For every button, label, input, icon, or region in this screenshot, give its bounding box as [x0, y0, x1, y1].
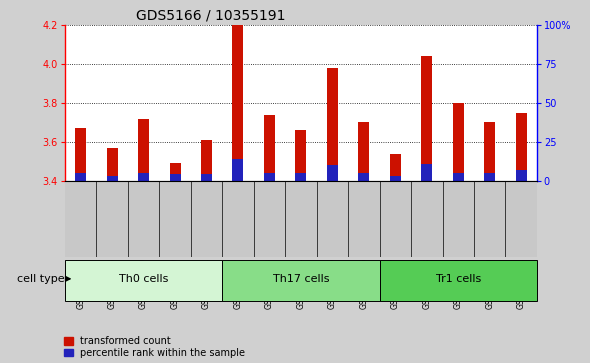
Bar [421, 57, 432, 181]
Bar [296, 130, 306, 181]
Bar [169, 163, 181, 181]
Bar [107, 148, 117, 181]
FancyBboxPatch shape [222, 261, 379, 301]
Legend: transformed count, percentile rank within the sample: transformed count, percentile rank withi… [64, 336, 245, 358]
Bar [484, 173, 495, 181]
Text: Th0 cells: Th0 cells [119, 274, 168, 284]
Bar [107, 176, 117, 181]
Bar [390, 176, 401, 181]
Bar [75, 173, 86, 181]
Bar [264, 115, 275, 181]
Text: cell type: cell type [17, 274, 65, 284]
Bar [138, 119, 149, 181]
FancyBboxPatch shape [65, 261, 222, 301]
Bar [453, 173, 464, 181]
Text: Th17 cells: Th17 cells [273, 274, 329, 284]
Bar [201, 140, 212, 181]
Bar [453, 103, 464, 181]
Bar [516, 113, 527, 181]
Bar [296, 173, 306, 181]
Bar [138, 173, 149, 181]
Bar [232, 159, 244, 181]
Bar [358, 122, 369, 181]
Bar [358, 173, 369, 181]
FancyBboxPatch shape [379, 261, 537, 301]
Bar [232, 25, 244, 181]
Bar [75, 128, 86, 181]
Bar [264, 173, 275, 181]
Bar [169, 175, 181, 181]
Bar [484, 122, 495, 181]
Bar [421, 164, 432, 181]
Bar [390, 154, 401, 181]
Text: GDS5166 / 10355191: GDS5166 / 10355191 [136, 9, 285, 23]
Bar [327, 68, 338, 181]
Text: Tr1 cells: Tr1 cells [435, 274, 481, 284]
Bar [201, 175, 212, 181]
Bar [516, 170, 527, 181]
Bar [327, 165, 338, 181]
